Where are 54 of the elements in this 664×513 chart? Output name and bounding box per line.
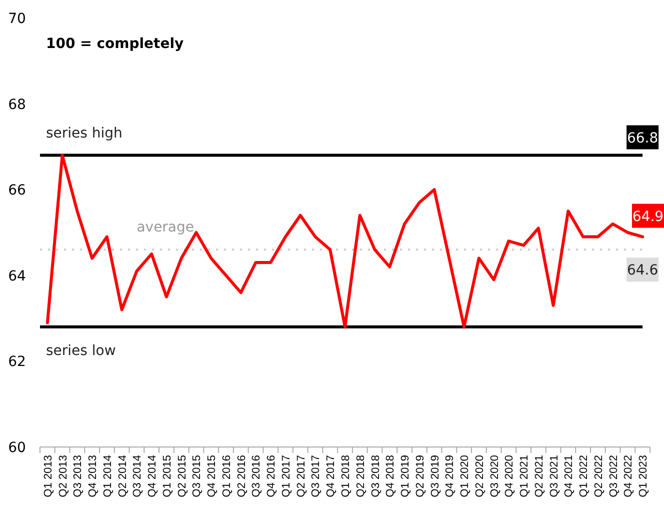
x-tick-label: Q1 2018 [340, 455, 352, 498]
x-tick-label: Q2 2021 [533, 455, 546, 498]
y-tick-label: 70 [8, 11, 26, 27]
x-tick-label: Q2 2016 [236, 455, 248, 498]
ref-line-label: average [136, 220, 194, 236]
x-tick-label: Q3 2022 [608, 455, 620, 498]
data-label: 64.9 [632, 208, 664, 225]
x-tick-label: Q2 2015 [176, 455, 188, 498]
x-tick-label: Q1 2016 [220, 455, 233, 498]
x-tick-label: Q4 2014 [146, 455, 159, 498]
x-tick-label: Q3 2015 [191, 455, 204, 498]
x-tick-label: Q1 2022 [578, 455, 590, 498]
x-tick-label: Q1 2023 [638, 455, 650, 498]
x-tick-label: Q1 2014 [102, 455, 114, 498]
x-tick-label: Q3 2020 [488, 455, 501, 498]
x-tick-label: Q3 2013 [72, 455, 84, 498]
y-tick-label: 68 [8, 96, 26, 113]
x-tick-label: Q4 2013 [87, 455, 100, 498]
x-tick-label: Q1 2017 [280, 455, 292, 498]
x-tick-label: Q3 2014 [132, 455, 144, 498]
x-tick-label: Q3 2017 [310, 455, 322, 498]
x-tick-label: Q2 2022 [592, 455, 605, 498]
x-tick-label: Q2 2020 [474, 455, 486, 498]
x-tick-label: Q1 2013 [42, 455, 54, 498]
x-tick-label: Q3 2016 [250, 455, 263, 498]
x-tick-label: Q4 2015 [206, 455, 218, 498]
x-tick-label: Q1 2015 [161, 455, 174, 498]
annotation: 64.6 [626, 262, 658, 279]
x-tick-label: Q4 2016 [266, 455, 278, 498]
text: 100 = completely [46, 36, 184, 52]
x-tick-label: Q1 2020 [459, 455, 472, 498]
x-tick-label: Q4 2019 [444, 455, 456, 498]
x-tick-label: Q1 2019 [400, 455, 412, 498]
ref-line-label: series low [46, 342, 116, 359]
x-tick-label: Q1 2021 [518, 455, 531, 498]
y-tick-label: 66 [8, 182, 26, 199]
x-tick-label: Q4 2018 [384, 455, 397, 498]
x-tick-label: Q3 2018 [370, 455, 382, 498]
x-tick-label: Q4 2017 [325, 455, 338, 498]
y-tick-label: 62 [8, 354, 26, 370]
x-tick-label: Q4 2020 [504, 455, 516, 498]
x-tick-label: Q4 2021 [563, 455, 576, 498]
y-tick-label: 60 [8, 440, 26, 456]
y-tick-label: 64 [8, 268, 26, 284]
x-tick-label: Q2 2013 [57, 455, 70, 498]
x-tick-label: Q2 2014 [116, 455, 129, 498]
x-tick-label: Q2 2018 [354, 455, 367, 498]
x-tick-label: Q4 2022 [622, 455, 635, 498]
x-tick-label: Q2 2019 [414, 455, 426, 498]
ref-line-label: series high [46, 125, 122, 142]
x-tick-label: Q2 2017 [295, 455, 308, 498]
x-tick-label: Q3 2021 [548, 455, 560, 498]
x-tick-label: Q3 2019 [429, 455, 442, 498]
annotation: 66.8 [626, 130, 658, 146]
